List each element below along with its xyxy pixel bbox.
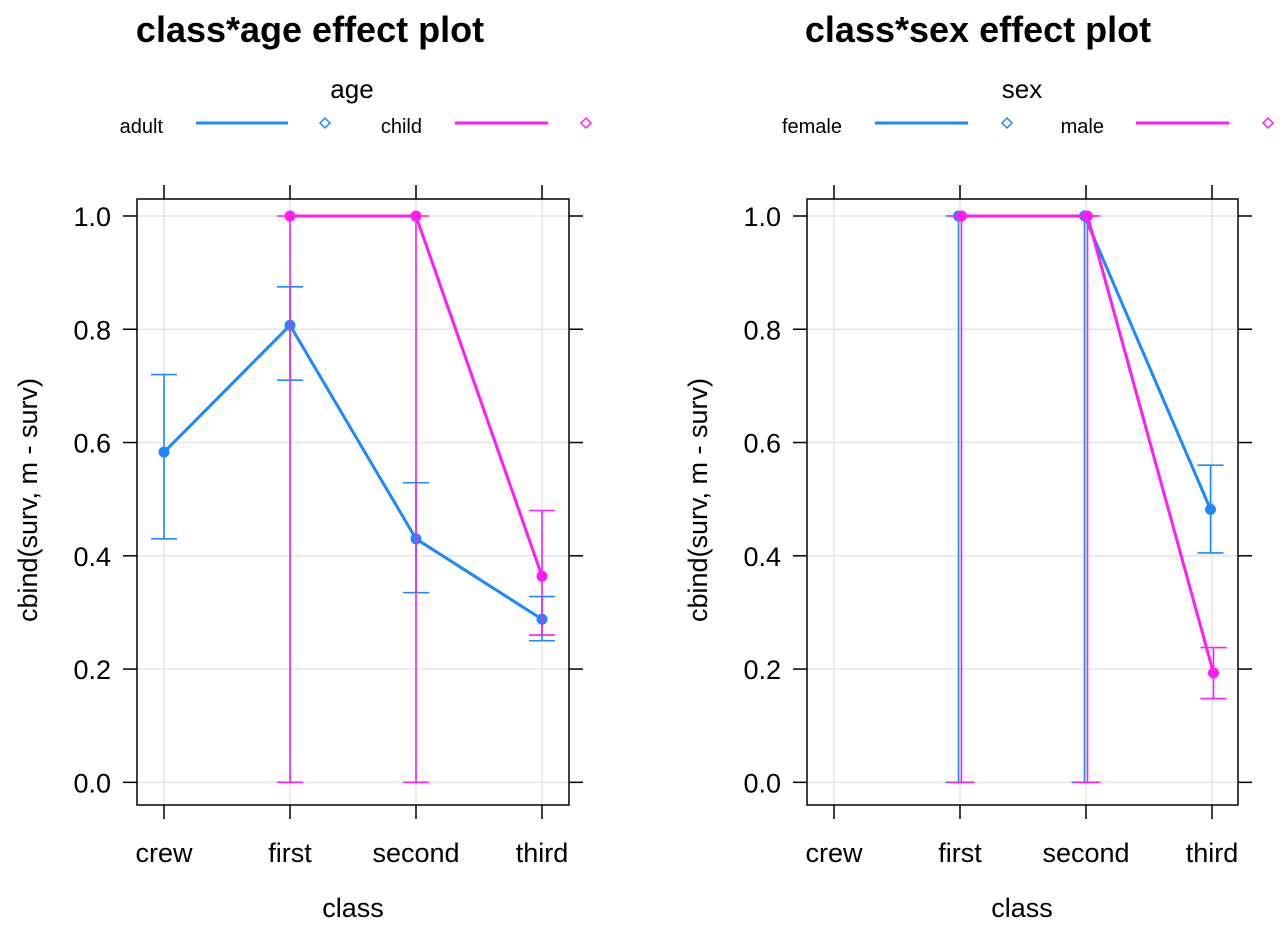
error-bar <box>1071 215 1098 784</box>
x-axis-label: class <box>322 893 384 923</box>
x-tick-label: first <box>938 838 982 868</box>
y-tick-label: 0.2 <box>743 655 781 685</box>
legend-label-male: male <box>1061 116 1104 138</box>
class-age-effect-plot: class*age effect plot age adult child cb… <box>13 9 593 923</box>
x-tick-label: third <box>516 838 569 868</box>
legend-label-adult: adult <box>120 116 164 138</box>
data-point <box>956 210 967 222</box>
y-axis-label: cbind(surv, m - surv) <box>13 378 43 622</box>
x-tick-label: third <box>1186 838 1239 868</box>
y-axis-label: cbind(surv, m - surv) <box>683 378 713 622</box>
chart-title: class*sex effect plot <box>805 9 1151 50</box>
y-tick-label: 0.6 <box>743 429 781 459</box>
series-line <box>162 323 543 621</box>
y-tick-label: 0.4 <box>743 542 781 572</box>
legend-diamond-female <box>1000 116 1014 130</box>
y-tick-label: 1.0 <box>73 202 111 232</box>
legend: female male <box>782 116 1275 138</box>
class-sex-effect-plot: class*sex effect plot sex female male cb… <box>683 9 1275 923</box>
series-child <box>277 210 555 784</box>
y-tick-label: 0.4 <box>73 542 111 572</box>
x-tick-label: crew <box>805 838 863 868</box>
plot-area: 0.0 0.2 0.4 0.6 0.8 1.0 crew first second third <box>743 185 1252 868</box>
legend-diamond-adult <box>318 116 332 130</box>
plot-frame <box>136 198 570 806</box>
y-tick-label: 0.8 <box>743 315 781 345</box>
x-axis-label: class <box>991 893 1053 923</box>
legend-diamond-male <box>1261 116 1275 130</box>
plot-area: 0.0 0.2 0.4 0.6 0.8 1.0 crew first second third <box>73 185 583 868</box>
x-tick-label: first <box>268 838 312 868</box>
y-tick-label: 0.2 <box>73 655 111 685</box>
data-point <box>1208 667 1219 679</box>
y-tick-label: 0.0 <box>743 768 781 798</box>
data-point <box>158 446 170 458</box>
x-tick-label: second <box>372 838 459 868</box>
y-tick-label: 0.6 <box>73 429 111 459</box>
y-tick-label: 0.8 <box>73 315 111 345</box>
legend-label-child: child <box>381 116 422 138</box>
data-point <box>1082 210 1093 222</box>
legend-label-female: female <box>782 116 842 138</box>
y-tick-label: 0.0 <box>73 768 111 798</box>
error-bar <box>945 215 972 784</box>
data-point <box>410 210 422 222</box>
legend-title: age <box>330 74 373 104</box>
error-bar <box>1074 215 1101 784</box>
chart-title: class*age effect plot <box>136 9 484 50</box>
data-point <box>536 570 548 582</box>
legend-diamond-child <box>579 116 593 130</box>
plot-frame <box>806 198 1239 806</box>
y-tick-label: 1.0 <box>743 202 781 232</box>
series-male <box>948 210 1227 784</box>
legend-title: sex <box>1002 74 1042 104</box>
error-bar <box>277 215 303 784</box>
error-bar <box>948 215 975 784</box>
error-bar <box>403 215 429 784</box>
series-adult <box>151 285 555 642</box>
series-female <box>945 210 1224 784</box>
data-point <box>284 210 296 222</box>
data-point <box>1205 503 1216 515</box>
legend: adult child <box>120 116 593 138</box>
x-tick-label: crew <box>135 838 193 868</box>
x-tick-label: second <box>1042 838 1129 868</box>
